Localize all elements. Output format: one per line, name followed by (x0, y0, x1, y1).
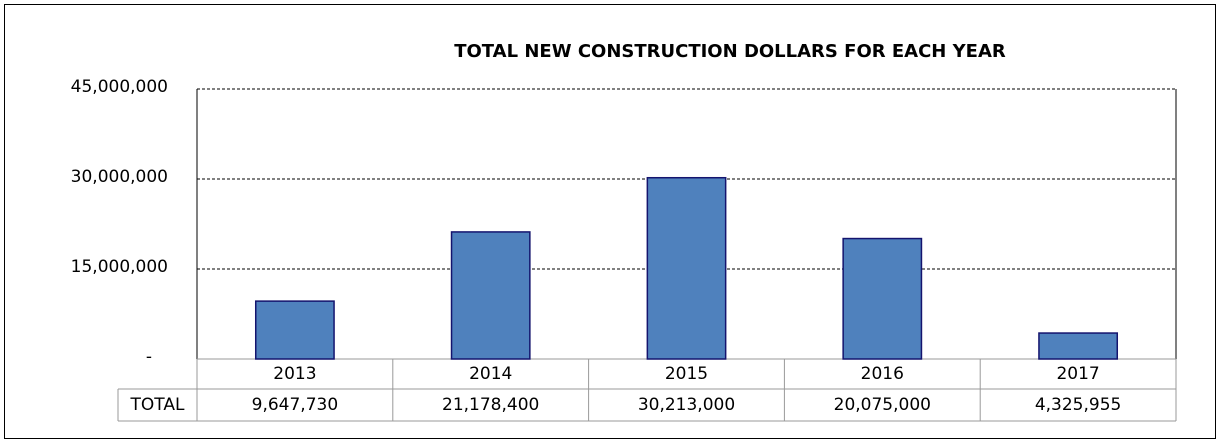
chart-border (4, 4, 1216, 439)
y-tick-label: 15,000,000 (71, 257, 168, 277)
x-tick-label: 2015 (665, 364, 708, 384)
x-tick-label: 2016 (861, 364, 904, 384)
value-label: 21,178,400 (442, 395, 539, 415)
value-label: 9,647,730 (252, 395, 339, 415)
bar (450, 231, 531, 360)
chart-title: TOTAL NEW CONSTRUCTION DOLLARS FOR EACH … (454, 41, 1006, 62)
value-label: 30,213,000 (638, 395, 735, 415)
x-tick-label: 2017 (1056, 364, 1099, 384)
value-label: 4,325,955 (1035, 395, 1122, 415)
y-tick-label: - (146, 347, 152, 367)
x-tick-label: 2013 (273, 364, 316, 384)
x-tick-label: 2014 (469, 364, 512, 384)
table-row-label: TOTAL (130, 395, 185, 415)
bar (646, 176, 727, 360)
bar (254, 300, 335, 360)
y-tick-label: 30,000,000 (71, 167, 168, 187)
y-tick-label: 45,000,000 (71, 77, 168, 97)
value-label: 20,075,000 (834, 395, 931, 415)
bar (842, 237, 923, 360)
bar (1038, 332, 1119, 360)
